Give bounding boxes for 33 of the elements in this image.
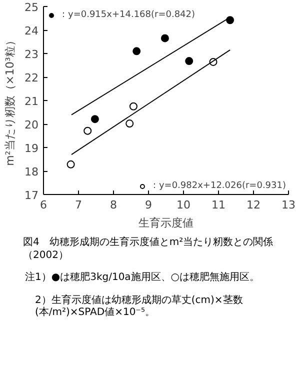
y-tick-label: 24 (24, 24, 39, 38)
y-tick-label: 17 (24, 189, 39, 202)
point (90, 115, 99, 124)
text: 2）生育示度値は幼穂形成期の草丈(cm)×茎数(本/m²)×SPAD値×10⁻⁵。 (35, 294, 244, 320)
point (185, 57, 194, 66)
x-tick-label: 9 (145, 198, 152, 212)
point (84, 126, 92, 135)
x-axis-title: 生育示度値 (138, 216, 194, 230)
x-tick-label: 13 (282, 198, 296, 212)
y-tick-label: 21 (24, 95, 39, 108)
point (129, 102, 138, 110)
x-tick-label: 10 (176, 198, 190, 212)
point (226, 16, 234, 24)
x-tick-label: 11 (212, 198, 226, 212)
x-tick-label: 8 (110, 198, 117, 212)
point (160, 34, 169, 42)
y-tick-label: 18 (24, 166, 39, 178)
legend-label: ：y=0.982x+12.026(r=0.931) (150, 180, 286, 192)
y-tick-label: 23 (24, 48, 39, 61)
x-tick-label: 6 (40, 198, 47, 212)
x-tick-label: 7 (75, 198, 82, 212)
text: 図4 幼穂形成期の生育示度値とm²当たり籾数との関係（2002） (23, 237, 274, 262)
point (126, 120, 134, 128)
legend-label: ：y=0.915x+14.168(r=0.842) (59, 9, 196, 21)
x-tick-label: 12 (246, 198, 260, 212)
y-tick-label: 20 (24, 118, 39, 132)
y-axis-title: m²当たり籾数（×10³粒） (4, 35, 17, 166)
point (66, 160, 75, 168)
text: 注1）●は穂肥3kg/10a施用区、○は穂肥無施用区。 (25, 272, 260, 284)
point (132, 47, 141, 56)
y-tick-label: 22 (24, 72, 39, 84)
y-tick-label: 25 (24, 1, 39, 14)
y-tick-label: 19 (24, 142, 39, 155)
